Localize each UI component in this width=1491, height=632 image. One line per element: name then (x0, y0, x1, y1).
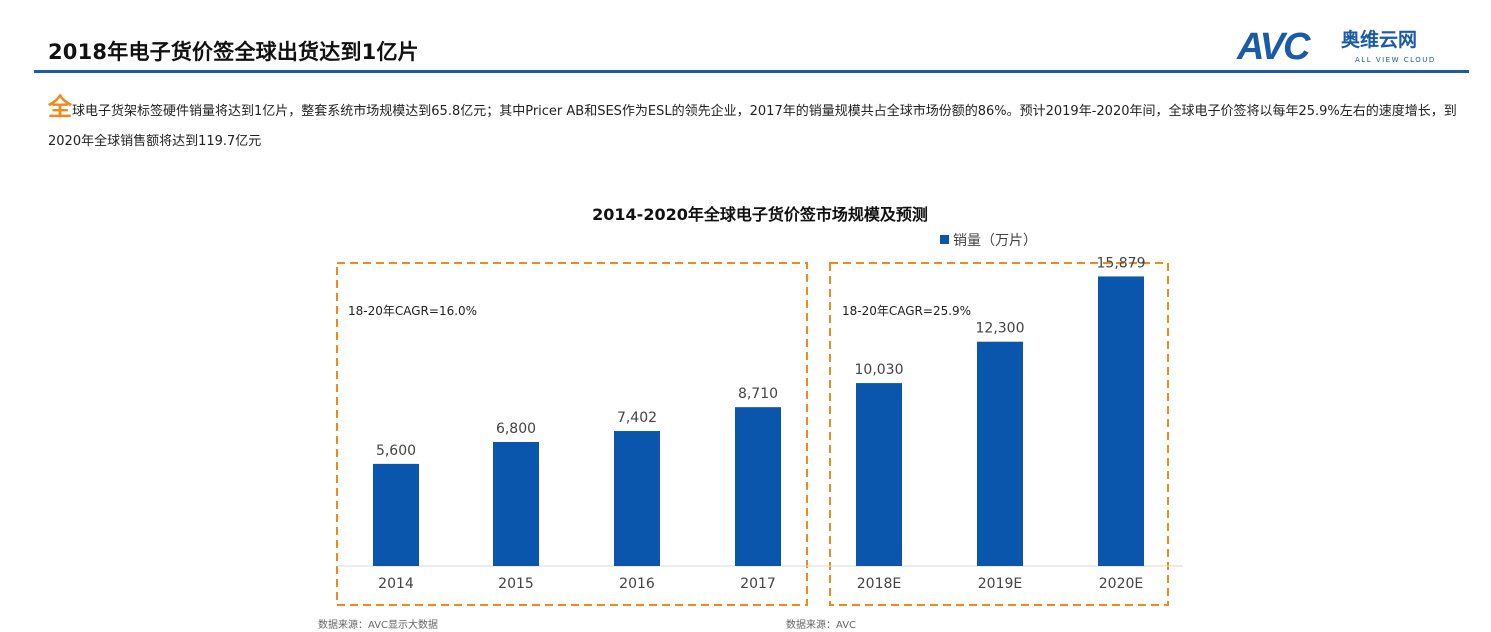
x-tick-2014: 2014 (378, 576, 414, 592)
x-tick-2017: 2017 (740, 576, 776, 592)
page-title: 2018年电子货价签全球出货达到1亿片 (48, 40, 419, 64)
history-group-frame (336, 262, 808, 606)
logo-avc-text: AVC (1237, 26, 1310, 68)
summary-text: 球电子货架标签硬件销量将达到1亿片，整套系统市场规模达到65.8亿元；其中Pri… (48, 104, 1457, 149)
bar-2014 (373, 463, 419, 566)
legend-label: 销量（万片） (953, 233, 1037, 249)
legend-swatch (940, 235, 949, 244)
data-source-right: 数据来源：AVC (786, 620, 857, 631)
value-label-2018E: 10,030 (855, 362, 904, 378)
bars-group: 5,600 2014 6,800 2015 7,402 2016 8,710 2017 10,0… (373, 255, 1146, 592)
summary-paragraph: 全球电子货架标签硬件销量将达到1亿片，整套系统市场规模达到65.8亿元；其中Pr… (48, 92, 1458, 157)
cagr-annotation-forecast: 18-20年CAGR=25.9% (842, 304, 971, 318)
chart-title: 2014-2020年全球电子货价签市场规模及预测 (592, 205, 928, 224)
x-tick-2019E: 2019E (978, 576, 1022, 592)
bar-2019E (977, 341, 1023, 566)
value-label-2020E: 15,879 (1097, 255, 1146, 271)
x-tick-2015: 2015 (498, 576, 534, 592)
value-label-2019E: 12,300 (976, 321, 1025, 337)
logo-chinese-name: 奥维云网 (1341, 29, 1418, 51)
x-tick-2016: 2016 (619, 576, 655, 592)
value-label-2016: 7,402 (617, 410, 657, 426)
bar-2017 (735, 407, 781, 566)
summary-lead-char: 全 (48, 93, 72, 121)
header-divider (34, 70, 1469, 73)
bar-2020E (1098, 276, 1144, 566)
avc-logo: AVC 奥维云网 ALL VIEW CLOUD (1237, 28, 1469, 68)
logo-english-name: ALL VIEW CLOUD (1355, 56, 1436, 64)
bar-2016 (614, 431, 660, 566)
bar-2018E (856, 383, 902, 566)
chart-legend: 销量（万片） (940, 233, 1037, 249)
forecast-group-frame (829, 262, 1169, 606)
value-label-2015: 6,800 (496, 421, 536, 437)
x-tick-2018E: 2018E (857, 576, 901, 592)
value-label-2017: 8,710 (738, 386, 778, 402)
cagr-annotation-history: 18-20年CAGR=16.0% (348, 304, 477, 318)
value-label-2014: 5,600 (376, 443, 416, 459)
bar-2015 (493, 442, 539, 566)
x-tick-2020E: 2020E (1099, 576, 1143, 592)
data-source-left: 数据来源：AVC显示大数据 (318, 620, 439, 631)
